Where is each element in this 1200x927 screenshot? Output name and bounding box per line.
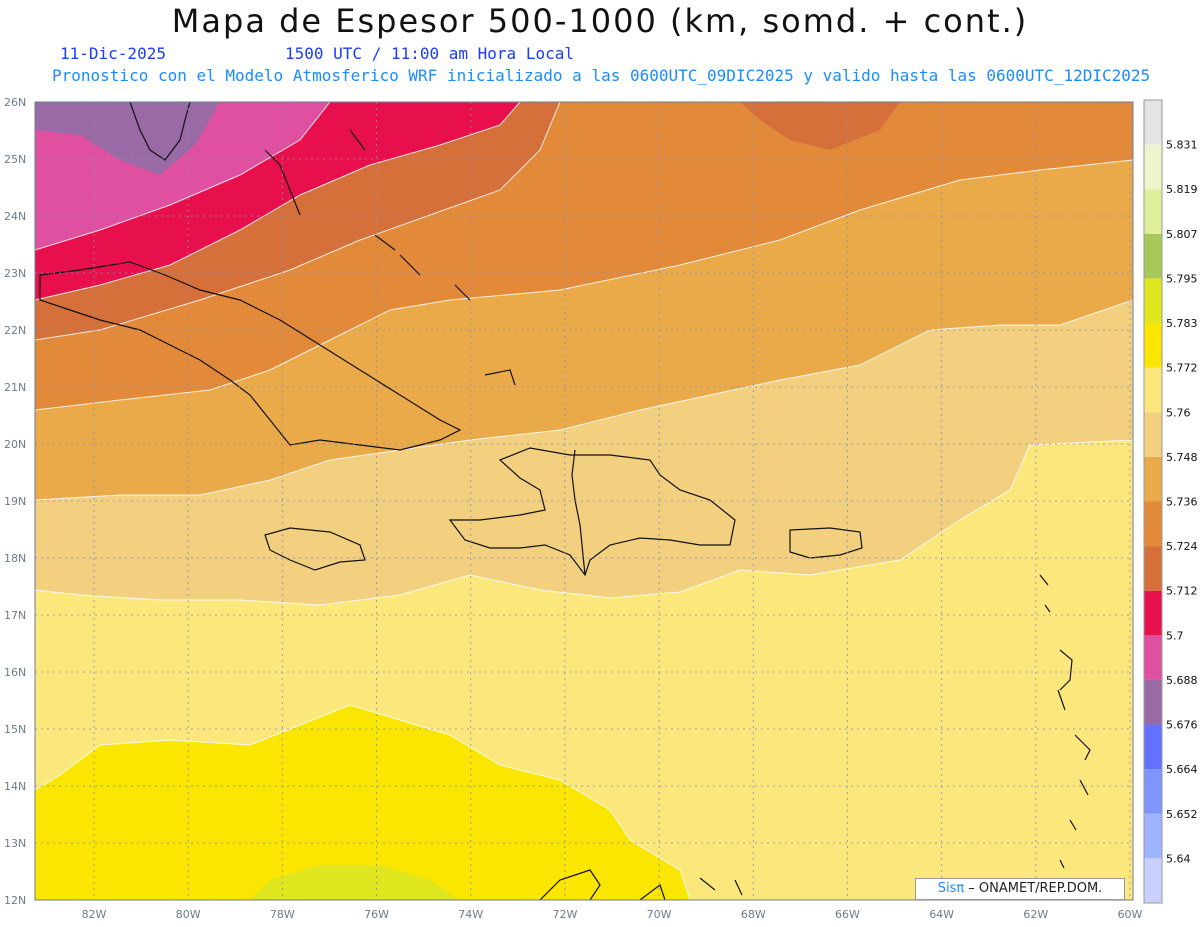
colorbar-swatch [1144,144,1162,190]
lat-label: 23N [4,267,26,280]
hispaniola-coast [448,447,736,577]
colorbar-label: 5.831 [1166,139,1198,152]
colorbar-swatch [1144,323,1162,368]
colorbar-swatch [1144,100,1162,145]
colorbar-swatch [1144,412,1162,457]
colorbar-label: 5.772 [1166,362,1198,375]
forecast-date: 11-Dic-2025 [60,44,166,63]
lat-label: 16N [4,666,26,679]
puerto-rico-coast [789,527,863,559]
colorbar-swatch [1144,635,1162,680]
lon-label: 78W [270,908,295,921]
gridlines [35,102,1133,900]
lesser-antilles [1039,574,1091,869]
colorbar-label: 5.7 [1166,629,1184,642]
colorbar-swatch [1144,590,1162,636]
colorbar-frame [1143,99,1163,904]
model-info: Pronostico con el Modelo Atmosferico WRF… [52,66,1151,85]
fill-purple [35,102,220,175]
lat-label: 22N [4,324,26,337]
colorbar-label: 5.64 [1166,852,1191,865]
lon-label: 72W [552,908,577,921]
map-frame [34,101,1134,901]
fill-lime [250,865,460,900]
colorbar-label: 5.724 [1166,540,1198,553]
lon-label: 68W [741,908,766,921]
colorbar-swatch [1144,858,1162,903]
colorbar-label: 5.795 [1166,272,1198,285]
map-title: Mapa de Espesor 500-1000 (km, somd. + co… [171,2,1029,40]
lat-label: 18N [4,552,26,565]
lat-label: 12N [4,894,26,907]
colorbar-label: 5.664 [1166,763,1198,776]
colorbar-label: 5.748 [1166,451,1198,464]
colorbar-label: 5.76 [1166,406,1191,419]
lat-label: 19N [4,495,26,508]
forecast-time: 1500 UTC / 11:00 am Hora Local [285,44,574,63]
bahamas-islands [264,129,516,386]
lat-label: 15N [4,723,26,736]
longitude-labels: 82W 80W 78W 76W 74W 72W 70W 68W 66W 64W 62W 60W [82,908,1143,921]
lat-label: 26N [4,96,26,109]
colorbar-swatch [1144,456,1162,502]
colorbar-swatch [1144,501,1162,547]
lon-label: 74W [458,908,483,921]
lon-label: 66W [835,908,860,921]
colorbar-label: 5.783 [1166,317,1198,330]
lon-label: 76W [364,908,389,921]
florida-coast [129,102,191,161]
lon-label: 82W [82,908,107,921]
colorbar-swatch [1144,189,1162,234]
lat-label: 13N [4,837,26,850]
lon-label: 62W [1023,908,1048,921]
lat-label: 24N [4,210,26,223]
colorbar-label: 5.652 [1166,808,1198,821]
south-america-coast [539,869,743,900]
colorbar-label: 5.712 [1166,585,1198,598]
colorbar-label: 5.688 [1166,674,1198,687]
colorbar-swatch [1144,278,1162,324]
colorbar-swatch [1144,233,1162,279]
haiti-dr-border [571,449,586,576]
colorbar-swatch [1144,769,1162,814]
credit-box: Sisπ – ONAMET/REP.DOM. [915,878,1125,900]
lon-label: 80W [176,908,201,921]
colorbar-swatch [1144,813,1162,859]
lon-label: 70W [647,908,672,921]
colorbar-swatch [1144,367,1162,413]
lon-label: 64W [929,908,954,921]
jamaica-coast [264,527,366,571]
colorbar-swatch [1144,724,1162,770]
colorbar-label: 5.676 [1166,719,1198,732]
lat-label: 14N [4,780,26,793]
fill-dark-orange-ne [740,102,900,150]
lat-label: 25N [4,153,26,166]
colorbar-label: 5.807 [1166,228,1198,241]
cuba-coast [39,261,462,451]
latitude-labels: 26N 25N 24N 23N 22N 21N 20N 19N 18N 17N 16N 15N 14N 1… [4,96,26,907]
fill-yellow [35,705,690,900]
colorbar-swatch [1144,546,1162,591]
credit-org: – ONAMET/REP.DOM. [964,881,1103,896]
lat-label: 20N [4,438,26,451]
coastlines [39,102,1091,900]
colorbar-swatch [1144,679,1162,725]
colorbar: 5.64 5.652 5.664 5.676 5.688 5.7 5.712 5.724 5.7… [1143,99,1198,904]
lat-label: 21N [4,381,26,394]
lat-label: 17N [4,609,26,622]
colorbar-label: 5.736 [1166,496,1198,509]
colorbar-label: 5.819 [1166,183,1198,196]
brand-logo: Sisπ [937,881,965,896]
contour-fills [35,102,1133,900]
lon-label: 60W [1118,908,1143,921]
